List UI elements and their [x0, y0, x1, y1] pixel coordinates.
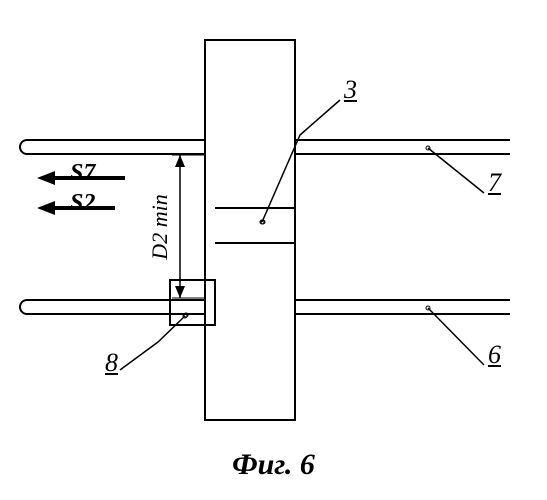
ref-num-6: 6 — [488, 340, 501, 370]
arrow-s7-label: S7 — [70, 160, 95, 187]
diagram-stage: D2 min S7 S2 3 7 6 8 Фиг. 6 — [0, 0, 547, 500]
ref-num-7: 7 — [488, 168, 501, 198]
ref-num-8: 8 — [105, 348, 118, 378]
diagram-svg — [0, 0, 547, 500]
dimension-label: D2 min — [147, 194, 173, 259]
arrow-s2-label: S2 — [70, 190, 95, 217]
ref-num-3: 3 — [344, 75, 357, 105]
figure-caption: Фиг. 6 — [0, 448, 547, 482]
